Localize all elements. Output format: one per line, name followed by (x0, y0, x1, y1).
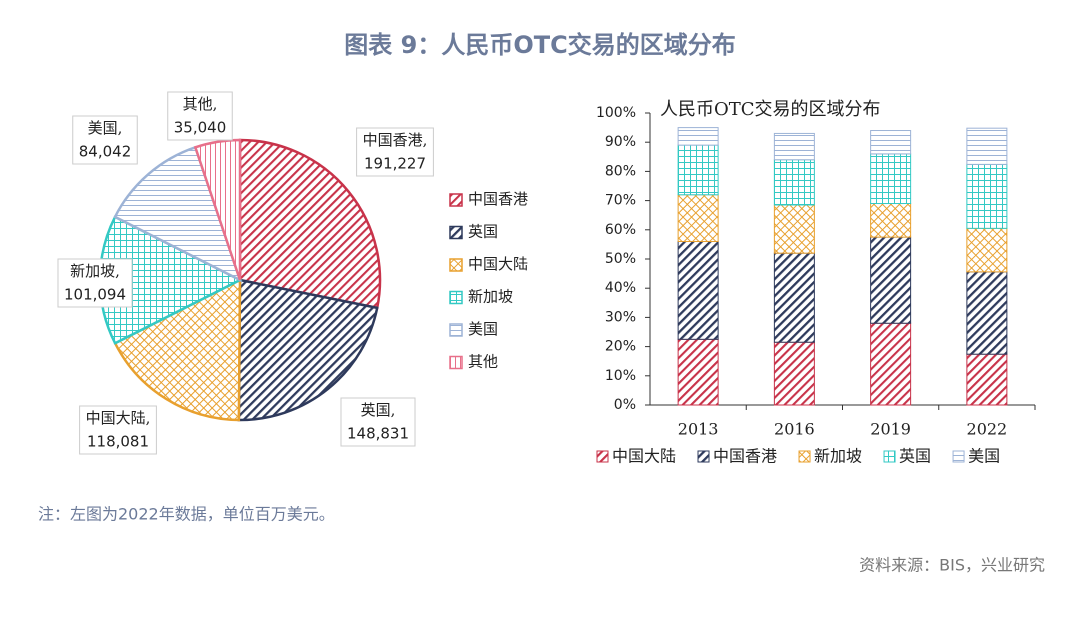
data-label-category: 中国香港 (363, 131, 423, 149)
bar-segment (966, 127, 1008, 165)
data-label: 118,081 (87, 433, 149, 451)
legend-swatch (697, 450, 710, 463)
y-tick-label: 40% (605, 280, 636, 296)
pie-slice (238, 138, 382, 310)
data-label-category: 新加坡 (70, 262, 115, 280)
chart-title: 人民币OTC交易的区域分布 (660, 99, 881, 120)
legend-label: 英国 (899, 447, 931, 466)
data-label-box (356, 127, 434, 177)
data-label-separator: , (423, 131, 428, 149)
data-label-box (72, 115, 138, 165)
y-tick-label: 20% (605, 339, 636, 355)
data-label: 101,094 (64, 286, 126, 304)
data-label-name: 美国, (88, 119, 123, 137)
legend-swatch (449, 193, 463, 207)
data-label-name: 中国大陆, (86, 409, 151, 427)
data-label-category: 其他 (183, 95, 213, 113)
y-tick-label: 10% (605, 368, 636, 384)
data-label-separator: , (115, 262, 120, 280)
data-label: 35,040 (174, 119, 227, 137)
y-tick-label: 80% (605, 163, 636, 179)
data-label-name: 其他, (183, 95, 218, 113)
legend-label: 美国 (968, 447, 1000, 466)
bar-segment (677, 144, 719, 196)
data-label-box (167, 91, 233, 141)
pie-slice (113, 145, 243, 283)
page-title: 图表 9：人民币OTC交易的区域分布 (344, 31, 735, 59)
data-label-separator: , (118, 119, 123, 137)
legend-label: 中国大陆 (612, 447, 676, 466)
bar-segment (677, 127, 719, 146)
legend-label: 美国 (468, 320, 498, 338)
x-tick-label: 2016 (774, 420, 815, 439)
data-label-category: 中国大陆 (86, 409, 146, 427)
legend-swatch (449, 355, 463, 370)
legend-label: 新加坡 (468, 288, 513, 306)
legend-label: 中国香港 (468, 190, 528, 208)
y-tick-label: 50% (605, 251, 636, 267)
bar-segment (966, 163, 1008, 229)
bar-segment (677, 240, 719, 340)
data-label: 191,227 (364, 155, 426, 173)
data-label-box (340, 397, 416, 447)
legend-swatch (883, 450, 896, 463)
legend-swatch (798, 450, 811, 463)
data-label-separator: , (213, 95, 218, 113)
legend-label: 英国 (468, 223, 498, 241)
bar-segment (966, 271, 1008, 355)
y-tick-label: 60% (605, 222, 636, 238)
bar-segment (870, 153, 912, 205)
x-tick-label: 2013 (678, 420, 719, 439)
data-label-name: 中国香港, (363, 131, 428, 149)
legend-swatch (449, 290, 463, 305)
legend-swatch (596, 450, 609, 463)
data-label-name: 新加坡, (70, 262, 120, 280)
legend-swatch (952, 450, 965, 463)
bar-segment (677, 194, 719, 242)
data-label-category: 英国 (361, 401, 391, 419)
bar-segment (773, 159, 815, 206)
source: 资料来源：BIS，兴业研究 (859, 556, 1045, 575)
bar-segment (773, 132, 815, 161)
pie-slice (237, 278, 379, 422)
data-label: 148,831 (347, 425, 409, 443)
data-label: 84,042 (79, 143, 132, 161)
charts: 中国香港, 191,227 英国, 148,831 中国大陆, 118,081 新加坡, 10… (57, 91, 1036, 466)
bar-segment (773, 341, 815, 406)
bar-segment (966, 227, 1008, 273)
y-tick-label: 100% (596, 105, 636, 121)
pie-slice (113, 277, 242, 422)
data-label-separator: , (146, 409, 151, 427)
legend-swatch (449, 225, 463, 240)
bar-segment (773, 252, 815, 343)
legend-swatch (449, 258, 463, 272)
bar-segment (870, 322, 912, 406)
x-tick-label: 2022 (967, 420, 1008, 439)
data-label-separator: , (391, 401, 396, 419)
bar-segment (870, 203, 912, 238)
legend-label: 其他 (468, 353, 498, 371)
legend-swatch (449, 323, 463, 337)
bar-segment (870, 130, 912, 155)
x-tick-label: 2019 (870, 420, 911, 439)
bar-segment (966, 353, 1008, 406)
data-label-box (57, 258, 133, 308)
y-tick-label: 70% (605, 193, 636, 209)
data-label-name: 英国, (361, 401, 396, 419)
bar-segment (870, 236, 912, 324)
y-tick-label: 30% (605, 309, 636, 325)
note: 注：左图为2022年数据，单位百万美元。 (38, 505, 335, 524)
data-label-box (79, 405, 157, 455)
bar-segment (773, 204, 815, 254)
data-label-category: 美国 (88, 119, 118, 137)
legend-label: 中国大陆 (468, 255, 528, 273)
y-tick-label: 0% (614, 397, 636, 413)
legend-label: 中国香港 (713, 447, 777, 466)
pie-slice (193, 138, 242, 281)
legend-label: 新加坡 (814, 447, 862, 466)
y-tick-label: 90% (605, 134, 636, 150)
bar-segment (677, 338, 719, 406)
